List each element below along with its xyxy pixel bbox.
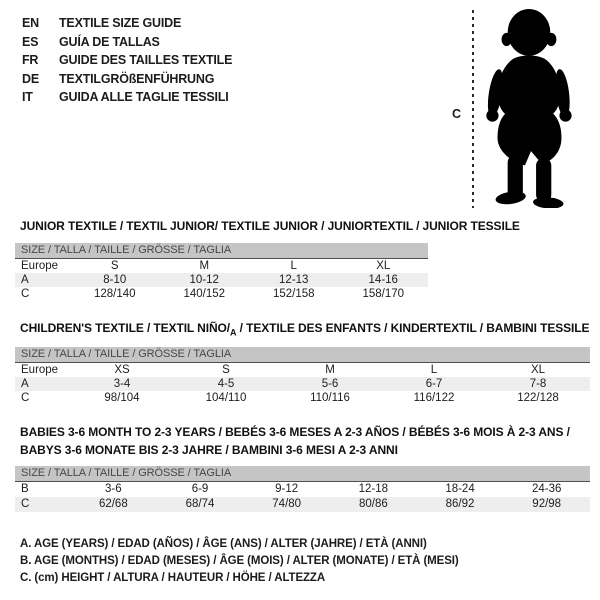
children-title-post: / TEXTILE DES ENFANTS / KINDERTEXTIL / B… [236,321,590,335]
table-row: Europe XS S M L XL [15,363,590,377]
age-cell: 5-6 [321,378,339,390]
height-cell: 62/68 [98,498,128,510]
table-row: A 3-4 4-5 5-6 6-7 7-8 [15,377,590,391]
size-header-bar: SIZE / TALLA / TAILLE / GRÖSSE / TAGLIA [15,466,590,482]
height-cell: 68/74 [185,498,215,510]
age-cell: 3-6 [105,483,122,495]
guide-title: GUÍA DE TALLAS [59,34,160,49]
babies-title-line2: BABYS 3-6 MONATE BIS 2-3 JAHRE / BAMBINI… [20,442,398,457]
baby-silhouette-shapes [486,9,572,208]
height-cell: 86/92 [445,498,475,510]
language-row: FR GUIDE DES TAILLES TEXTILE [22,51,232,70]
baby-silhouette-icon [486,9,572,208]
guide-title: GUIDA ALLE TAGLIE TESSILI [59,90,229,104]
language-row: EN TEXTILE SIZE GUIDE [22,14,232,33]
age-cell: 3-4 [113,378,131,390]
note-height-cm: C. (cm) HEIGHT / ALTURA / HAUTEUR / HÖHE… [20,572,326,584]
size-cell: XL [376,260,391,272]
row-label: A [21,274,29,286]
row-label: Europe [21,260,59,272]
age-cell: 6-9 [191,483,209,495]
height-cell: 92/98 [532,498,562,510]
height-cell: 98/104 [104,392,140,404]
note-age-months: B. AGE (MONTHS) / EDAD (MESES) / ÂGE (MO… [20,555,459,567]
row-label: A [21,378,29,390]
children-title-pre: CHILDREN'S TEXTILE / TEXTIL NIÑO/ [20,321,231,335]
size-cell: M [199,260,210,272]
language-code: ES [22,34,39,49]
age-cell: 10-12 [189,274,219,286]
height-marker-label: C [452,107,462,121]
table-row: A 8-10 10-12 12-13 14-16 [15,273,428,287]
row-label: C [21,288,30,300]
language-code: EN [22,16,39,30]
row-label: B [21,483,29,495]
language-row: IT GUIDA ALLE TAGLIE TESSILI [22,88,232,107]
language-row: ES GUÍA DE TALLAS [22,33,232,52]
babies-size-table: SIZE / TALLA / TAILLE / GRÖSSE / TAGLIA … [15,466,590,512]
language-row: DE TEXTILGRÖßENFÜHRUNG [22,70,232,89]
age-cell: 4-5 [217,378,235,390]
age-cell: 7-8 [529,378,547,390]
age-cell: 9-12 [275,483,299,495]
language-code: DE [22,71,39,86]
size-cell: M [325,364,335,376]
height-cell: 116/122 [413,392,455,404]
legend-notes: A. AGE (YEARS) / EDAD (AÑOS) / ÂGE (ANS)… [20,536,459,587]
row-label: C [21,392,30,404]
height-measure-dashed-line [472,10,474,208]
babies-table-title: BABIES 3-6 MONTH TO 2-3 YEARS / BEBÉS 3-… [20,424,570,459]
table-row: C 62/68 68/74 74/80 80/86 86/92 92/98 [15,497,590,512]
note-age-years: A. AGE (YEARS) / EDAD (AÑOS) / ÂGE (ANS)… [20,538,427,550]
age-cell: 8-10 [103,274,127,286]
height-cell: 80/86 [358,498,388,510]
guide-title: TEXTILGRÖßENFÜHRUNG [59,71,215,86]
age-cell: 18-24 [445,483,475,495]
junior-table-title: JUNIOR TEXTILE / TEXTIL JUNIOR/ TEXTILE … [20,219,520,233]
table-row: C 128/140 140/152 152/158 158/170 [15,287,428,301]
language-code: FR [22,53,39,67]
height-cell: 158/170 [362,288,405,300]
size-cell: XS [114,364,130,376]
size-cell: S [110,260,119,272]
table-row: B 3-6 6-9 9-12 12-18 18-24 24-36 [15,482,590,497]
age-cell: 14-16 [368,274,398,286]
age-cell: 6-7 [425,378,443,390]
size-cell: L [430,364,438,376]
size-cell: XL [530,364,546,376]
height-cell: 74/80 [272,498,302,510]
row-label: C [21,498,30,510]
age-cell: 12-18 [358,483,389,495]
guide-title: GUIDE DES TAILLES TEXTILE [59,53,233,67]
height-cell: 110/116 [310,392,350,404]
language-code: IT [22,90,33,104]
table-row: C 98/104 104/110 110/116 116/122 122/128 [15,391,590,405]
size-header-bar: SIZE / TALLA / TAILLE / GRÖSSE / TAGLIA [15,347,590,363]
children-size-table: SIZE / TALLA / TAILLE / GRÖSSE / TAGLIA … [15,347,590,405]
age-cell: 12-13 [279,274,309,286]
guide-title: TEXTILE SIZE GUIDE [59,16,182,30]
row-label: Europe [21,364,59,376]
language-title-list: EN TEXTILE SIZE GUIDE ES GUÍA DE TALLAS … [22,14,232,107]
height-cell: 140/152 [183,288,226,300]
size-header-bar: SIZE / TALLA / TAILLE / GRÖSSE / TAGLIA [15,243,428,259]
height-cell: 152/158 [272,288,315,300]
babies-title-line1: BABIES 3-6 MONTH TO 2-3 YEARS / BEBÉS 3-… [20,425,570,439]
children-table-title: CHILDREN'S TEXTILE / TEXTIL NIÑO/A / TEX… [20,320,590,342]
junior-size-table: SIZE / TALLA / TAILLE / GRÖSSE / TAGLIA … [15,243,428,301]
size-cell: L [290,260,297,272]
table-row: Europe S M L XL [15,259,428,273]
height-cell: 122/128 [517,392,559,404]
age-cell: 24-36 [531,483,562,495]
size-cell: S [222,364,230,376]
height-cell: 128/140 [93,288,136,300]
children-title-sub: A [230,327,237,338]
height-cell: 104/110 [205,392,247,404]
